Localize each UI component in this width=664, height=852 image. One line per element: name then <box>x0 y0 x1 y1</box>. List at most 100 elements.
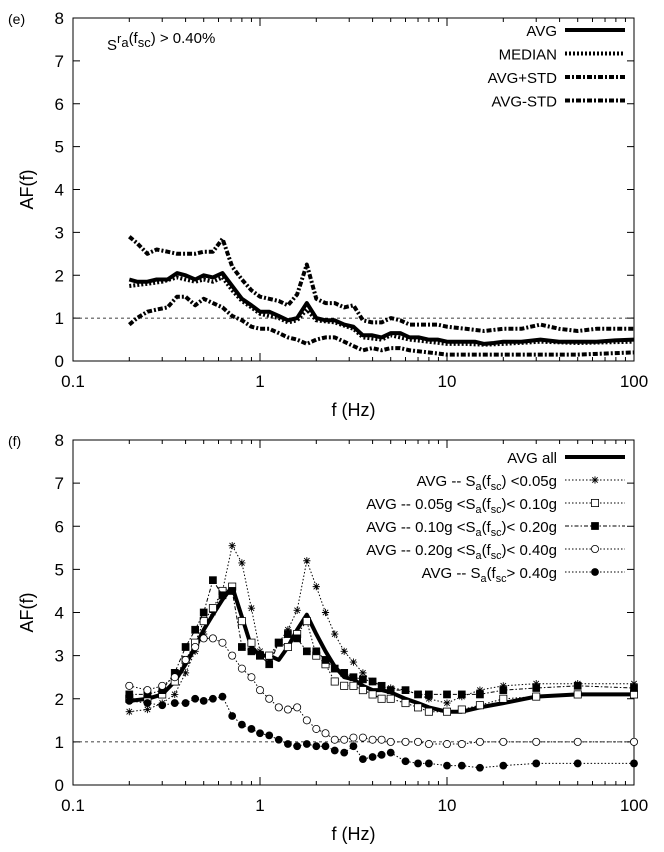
plot-frame <box>72 439 635 786</box>
legend-text-part: sc <box>138 35 151 50</box>
data-point <box>312 583 320 591</box>
series-1 <box>129 275 635 347</box>
series-line <box>128 294 635 357</box>
data-point <box>284 626 292 634</box>
legend-text-part: > 0.40g <box>507 565 557 582</box>
legend-text-part: ) > 0.40% <box>151 30 216 47</box>
data-point <box>218 638 227 647</box>
data-point <box>532 737 541 746</box>
data-point <box>191 643 200 652</box>
data-point <box>499 737 508 746</box>
data-point <box>424 707 433 716</box>
data-point <box>274 703 283 712</box>
data-point <box>630 684 638 692</box>
data-point <box>199 608 208 617</box>
data-point <box>170 673 179 682</box>
y-axis-label: AF(f) <box>17 170 37 210</box>
data-point <box>228 651 237 660</box>
legend-text-part: sc <box>491 481 502 493</box>
data-point <box>401 699 410 708</box>
x-axis-label: f (Hz) <box>332 824 376 844</box>
y-tick-label: 1 <box>55 733 64 752</box>
data-point <box>630 759 638 768</box>
data-point <box>218 692 227 701</box>
data-point <box>340 647 348 655</box>
data-point <box>442 707 451 716</box>
data-point <box>340 735 349 744</box>
data-point <box>532 680 540 688</box>
legend-label: AVG all <box>507 450 557 467</box>
series-3 <box>128 294 635 357</box>
data-point <box>302 617 311 626</box>
legend-marker <box>591 522 599 530</box>
data-point <box>401 737 410 746</box>
data-point <box>181 699 190 707</box>
data-point <box>170 699 179 707</box>
data-point <box>386 686 395 694</box>
legend-text-part: a <box>121 35 129 50</box>
data-point <box>401 686 410 694</box>
data-point <box>414 690 422 699</box>
data-point <box>414 759 422 768</box>
data-point <box>238 559 246 567</box>
data-point <box>321 608 330 617</box>
legend-label: AVG -- 0.05g <Sa(fsc)< 0.10g <box>366 496 557 516</box>
legend-marker <box>591 568 599 576</box>
data-point <box>414 703 423 712</box>
data-point <box>293 634 301 643</box>
x-tick-label: 1 <box>255 796 264 815</box>
data-point <box>283 643 292 652</box>
legend-text-part: AVG -- 0.10g <S <box>366 519 475 536</box>
y-tick-label: 7 <box>55 52 64 71</box>
data-point <box>330 664 339 673</box>
y-tick-label: 2 <box>55 266 64 285</box>
data-point <box>377 735 386 744</box>
data-point <box>499 694 508 703</box>
legend-label: AVG+STD <box>488 70 557 87</box>
data-point <box>321 656 330 664</box>
data-point <box>191 647 199 655</box>
data-point <box>247 725 256 733</box>
data-point <box>424 740 433 749</box>
x-tick-label: 0.1 <box>61 372 85 391</box>
legend-text-part: sc <box>491 504 502 516</box>
y-tick-label: 6 <box>55 95 64 114</box>
data-point <box>358 686 367 695</box>
legend-text-part: AVG -- S <box>417 473 476 490</box>
data-point <box>359 669 367 677</box>
legend-label: AVG <box>526 23 557 40</box>
data-point <box>499 682 507 690</box>
data-point <box>386 737 395 746</box>
data-point <box>386 748 395 757</box>
data-point <box>247 604 256 612</box>
data-point <box>443 699 451 707</box>
panel-label: (f) <box>8 433 21 449</box>
data-point <box>143 686 152 695</box>
data-point <box>630 680 638 688</box>
data-point <box>237 664 246 673</box>
series-line <box>129 275 635 347</box>
legend-text-part: sc <box>491 527 502 539</box>
data-point <box>425 690 433 699</box>
data-point <box>125 681 134 690</box>
legend-text-part: a <box>476 527 482 539</box>
y-tick-label: 8 <box>55 431 64 450</box>
data-point <box>312 647 321 656</box>
data-point <box>302 740 311 748</box>
series-line <box>128 271 635 346</box>
data-point <box>181 669 190 677</box>
data-point <box>312 724 321 733</box>
data-point <box>199 617 208 626</box>
x-axis-label: f (Hz) <box>332 400 376 420</box>
data-point <box>181 643 190 651</box>
data-point <box>265 731 274 740</box>
data-point <box>630 690 639 699</box>
data-point <box>274 735 283 744</box>
series-0 <box>128 271 635 346</box>
data-point <box>457 740 466 749</box>
series-0 <box>129 584 634 714</box>
data-point <box>143 699 152 707</box>
data-point <box>293 742 302 751</box>
data-point <box>199 634 208 643</box>
data-point <box>265 694 274 703</box>
